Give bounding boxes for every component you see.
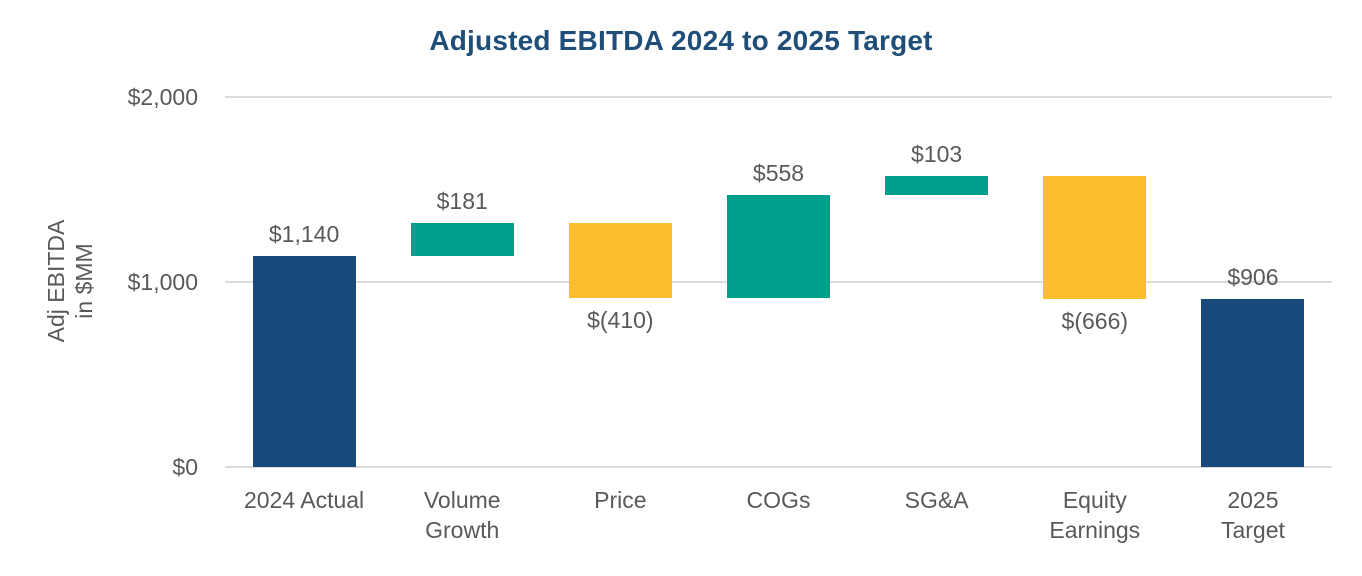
- x-axis-label-sg-a: SG&A: [905, 485, 969, 515]
- bar-value-label-volume-growth: $181: [436, 187, 488, 214]
- x-axis-label-line: Price: [594, 487, 647, 513]
- bar-2025-target: [1201, 299, 1305, 467]
- bar-sg-a: [885, 176, 989, 196]
- x-axis-label-price: Price: [594, 485, 646, 515]
- x-axis-label-cogs: COGs: [747, 485, 811, 515]
- gridline-2000: [225, 96, 1332, 98]
- bar-volume-growth: [410, 222, 514, 257]
- y-tick-label-0: $0: [172, 454, 198, 480]
- x-axis-label-line: Volume: [423, 487, 501, 513]
- bar-cogs: [727, 195, 830, 299]
- bar-value-label-2025-target: $906: [1227, 264, 1279, 291]
- bar-price: [568, 222, 672, 299]
- x-axis-label-line: Earnings: [1049, 517, 1141, 543]
- x-axis-label-line: SG&A: [904, 487, 969, 513]
- bar-value-label-cogs: $558: [752, 160, 805, 187]
- x-axis-label-line: Equity: [1062, 487, 1127, 513]
- x-axis-label-2024-actual: 2024 Actual: [244, 485, 364, 515]
- bar-value-label-price: $(410): [587, 307, 654, 334]
- bar-equity-earnings: [1043, 176, 1147, 300]
- bar-value-label-equity-earnings: $(666): [1061, 308, 1129, 335]
- y-tick-label-2000: $2,000: [127, 84, 198, 110]
- x-axis-label-line: Growth: [425, 517, 500, 543]
- x-axis-label-equity-earnings: Equity Earnings: [1049, 485, 1140, 545]
- x-axis-label-line: 2025: [1227, 487, 1279, 513]
- y-tick-label-1000: $1,000: [127, 269, 198, 295]
- x-axis-label-line: COGs: [746, 487, 811, 513]
- bar-value-label-2024-actual: $1,140: [268, 221, 340, 248]
- chart-title: Adjusted EBITDA 2024 to 2025 Target: [429, 25, 933, 56]
- x-axis-label-line: Target: [1220, 517, 1285, 543]
- gridline-0: [225, 466, 1332, 468]
- x-axis-label-volume-growth: Volume Growth: [424, 485, 501, 545]
- bar-2024-actual: [252, 256, 356, 467]
- x-axis-label-line: 2024 Actual: [243, 487, 365, 513]
- bar-value-label-sg-a: $103: [911, 141, 963, 168]
- x-axis-label-2025-target: 2025 Target: [1221, 485, 1285, 545]
